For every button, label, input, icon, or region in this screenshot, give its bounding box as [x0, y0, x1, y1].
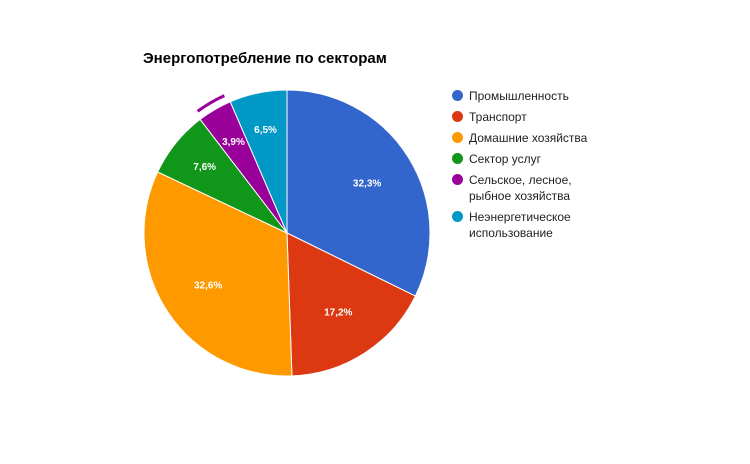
pie-data-labels: 32,3% 17,2% 32,6% 7,6% 3,9% 6,5% — [193, 125, 381, 319]
legend-label: Сельское, лесное, — [469, 173, 572, 187]
pie-slice[interactable] — [286, 89, 431, 297]
pie-slice[interactable] — [143, 171, 293, 377]
legend-label: Сектор услуг — [469, 152, 542, 166]
data-label: 6,5% — [254, 125, 277, 136]
legend-label: Транспорт — [469, 110, 527, 124]
data-label: 32,6% — [194, 280, 222, 291]
legend-label: использование — [469, 226, 553, 240]
data-label: 17,2% — [324, 308, 352, 319]
legend-color-marker — [452, 90, 463, 101]
legend-color-marker — [452, 132, 463, 143]
legend-item[interactable]: Сельское, лесное, рыбное хозяйства — [452, 172, 622, 204]
legend-item[interactable]: Транспорт — [452, 109, 622, 125]
chart-legend: Промышленность Транспорт Домашние хозяйств… — [452, 88, 622, 246]
legend-color-marker — [452, 211, 463, 222]
data-label: 7,6% — [193, 162, 216, 173]
legend-color-marker — [452, 153, 463, 164]
pie-slice[interactable] — [286, 232, 417, 377]
legend-item[interactable]: Промышленность — [452, 88, 622, 104]
legend-color-marker — [452, 174, 463, 185]
data-label: 32,3% — [353, 179, 381, 190]
legend-item[interactable]: Сектор услуг — [452, 151, 622, 167]
legend-item[interactable]: Неэнергетическое использование — [452, 209, 622, 241]
legend-label: Домашние хозяйства — [469, 131, 588, 145]
chart-title: Энергопотребление по секторам — [143, 50, 387, 67]
legend-label: Неэнергетическое — [469, 210, 571, 224]
pie-slices — [143, 89, 431, 377]
legend-item[interactable]: Домашние хозяйства — [452, 130, 622, 146]
legend-label: рыбное хозяйства — [469, 189, 570, 203]
pie-slice-highlight — [196, 94, 225, 113]
pie-slice[interactable] — [229, 89, 288, 234]
legend-label: Промышленность — [469, 89, 569, 103]
legend-color-marker — [452, 111, 463, 122]
data-label: 3,9% — [222, 137, 245, 148]
